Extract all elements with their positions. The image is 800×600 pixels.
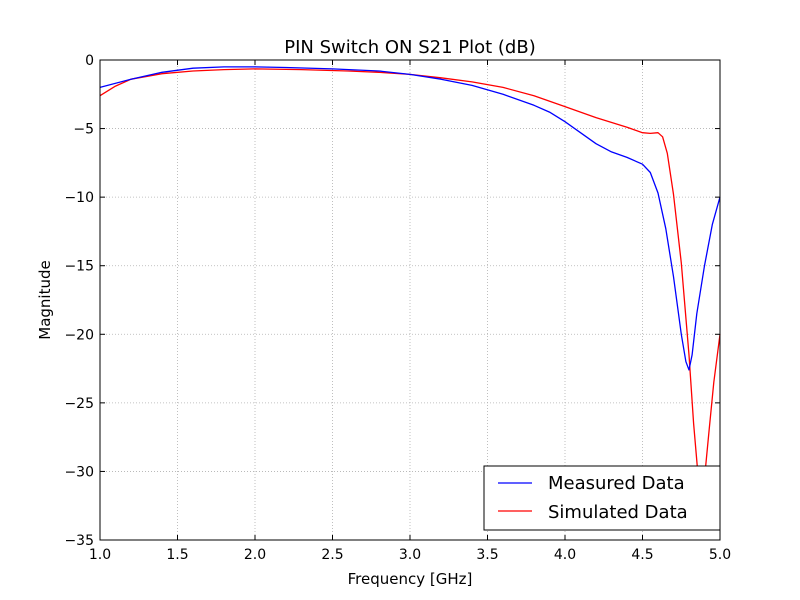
y-tick-labels: 0 −5 −10 −15 −20 −25 −30 −35 bbox=[64, 53, 94, 549]
series-line-measured bbox=[99, 66, 721, 371]
legend-label-measured: Measured Data bbox=[548, 473, 685, 494]
y-tick-label: 0 bbox=[85, 53, 94, 69]
x-tick-label: 3.0 bbox=[399, 547, 421, 563]
y-tick-label: −20 bbox=[64, 327, 94, 343]
x-tick-label: 1.5 bbox=[166, 547, 188, 563]
y-tick-label: −30 bbox=[64, 464, 94, 480]
y-axis-title: Magnitude bbox=[36, 260, 54, 339]
x-tick-label: 5.0 bbox=[709, 547, 731, 563]
series-layer bbox=[99, 66, 721, 493]
x-tick-label: 1.0 bbox=[89, 547, 111, 563]
legend: Measured Data Simulated Data bbox=[483, 465, 721, 531]
x-tick-labels: 1.0 1.5 2.0 2.5 3.0 3.5 4.0 4.5 5.0 bbox=[89, 547, 731, 563]
axis-ticks bbox=[99, 59, 721, 541]
y-tick-label: −35 bbox=[64, 533, 94, 549]
legend-box bbox=[483, 465, 721, 531]
x-tick-label: 4.0 bbox=[554, 547, 576, 563]
x-axis-title: Frequency [GHz] bbox=[348, 570, 473, 588]
y-tick-label: −10 bbox=[64, 190, 94, 206]
y-tick-label: −15 bbox=[64, 259, 94, 275]
y-tick-label: −5 bbox=[73, 122, 94, 138]
series-line-simulated bbox=[99, 68, 721, 493]
x-tick-label: 2.0 bbox=[244, 547, 266, 563]
x-tick-label: 2.5 bbox=[321, 547, 343, 563]
legend-label-simulated: Simulated Data bbox=[548, 502, 688, 523]
x-tick-label: 4.5 bbox=[631, 547, 653, 563]
y-tick-label: −25 bbox=[64, 396, 94, 412]
chart-title: PIN Switch ON S21 Plot (dB) bbox=[284, 37, 535, 58]
x-tick-label: 3.5 bbox=[476, 547, 498, 563]
